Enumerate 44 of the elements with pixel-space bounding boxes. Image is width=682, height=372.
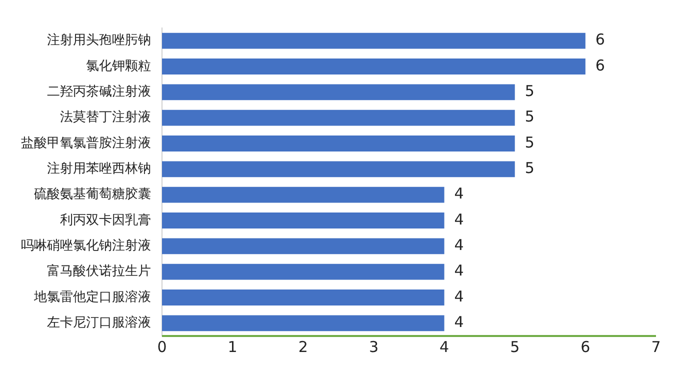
data-label: 5: [524, 108, 534, 126]
bar: [162, 238, 444, 254]
y-tick-label: 利丙双卡因乳膏: [60, 212, 151, 228]
data-label: 4: [454, 184, 464, 203]
x-tick-label: 2: [298, 338, 308, 356]
bar: [162, 58, 586, 74]
y-tick-label: 硫酸氨基葡萄糖胶囊: [34, 187, 151, 202]
x-tick-label: 0: [157, 338, 167, 356]
y-tick-label: 富马酸伏诺拉生片: [47, 263, 151, 280]
bar: [162, 110, 515, 126]
x-tick-label: 5: [510, 338, 520, 356]
data-label: 5: [524, 159, 534, 178]
x-tick-label: 1: [228, 338, 238, 356]
x-tick-label: 6: [580, 338, 590, 356]
x-tick-label: 7: [651, 338, 661, 356]
y-tick-label: 注射用苯唑西林钠: [47, 162, 151, 177]
bar: [162, 161, 515, 178]
bar: [162, 315, 444, 332]
data-label: 5: [524, 133, 534, 152]
y-tick-label: 左卡尼汀口服溶液: [47, 314, 151, 331]
y-tick-label: 二羟丙茶碱注射液: [47, 84, 151, 100]
data-label: 4: [454, 236, 464, 254]
y-tick-label: 法莫替丁注射液: [60, 110, 151, 126]
data-label: 4: [454, 262, 464, 280]
y-tick-label: 盐酸甲氧氯普胺注射液: [21, 134, 151, 151]
data-label: 4: [454, 210, 464, 228]
bar: [162, 32, 586, 49]
bar: [162, 290, 444, 306]
data-label: 6: [595, 30, 605, 49]
data-label: 4: [454, 313, 464, 332]
data-label: 4: [454, 287, 464, 306]
y-tick-label: 氯化钾颗粒: [86, 58, 151, 74]
bar: [162, 212, 444, 228]
bar: [162, 84, 515, 100]
y-tick-label: 地氯雷他定口服溶液: [33, 288, 151, 305]
bar: [162, 136, 515, 152]
y-tick-label: 注射用头孢唑肟钠: [47, 33, 151, 48]
x-tick-label: 3: [368, 338, 378, 356]
data-label: 5: [524, 82, 534, 100]
x-tick-label: 4: [440, 338, 450, 356]
data-label: 6: [595, 56, 605, 74]
bar: [162, 264, 444, 280]
y-tick-label: 吗啉硝唑氯化钠注射液: [21, 238, 151, 254]
bar: [162, 186, 444, 203]
